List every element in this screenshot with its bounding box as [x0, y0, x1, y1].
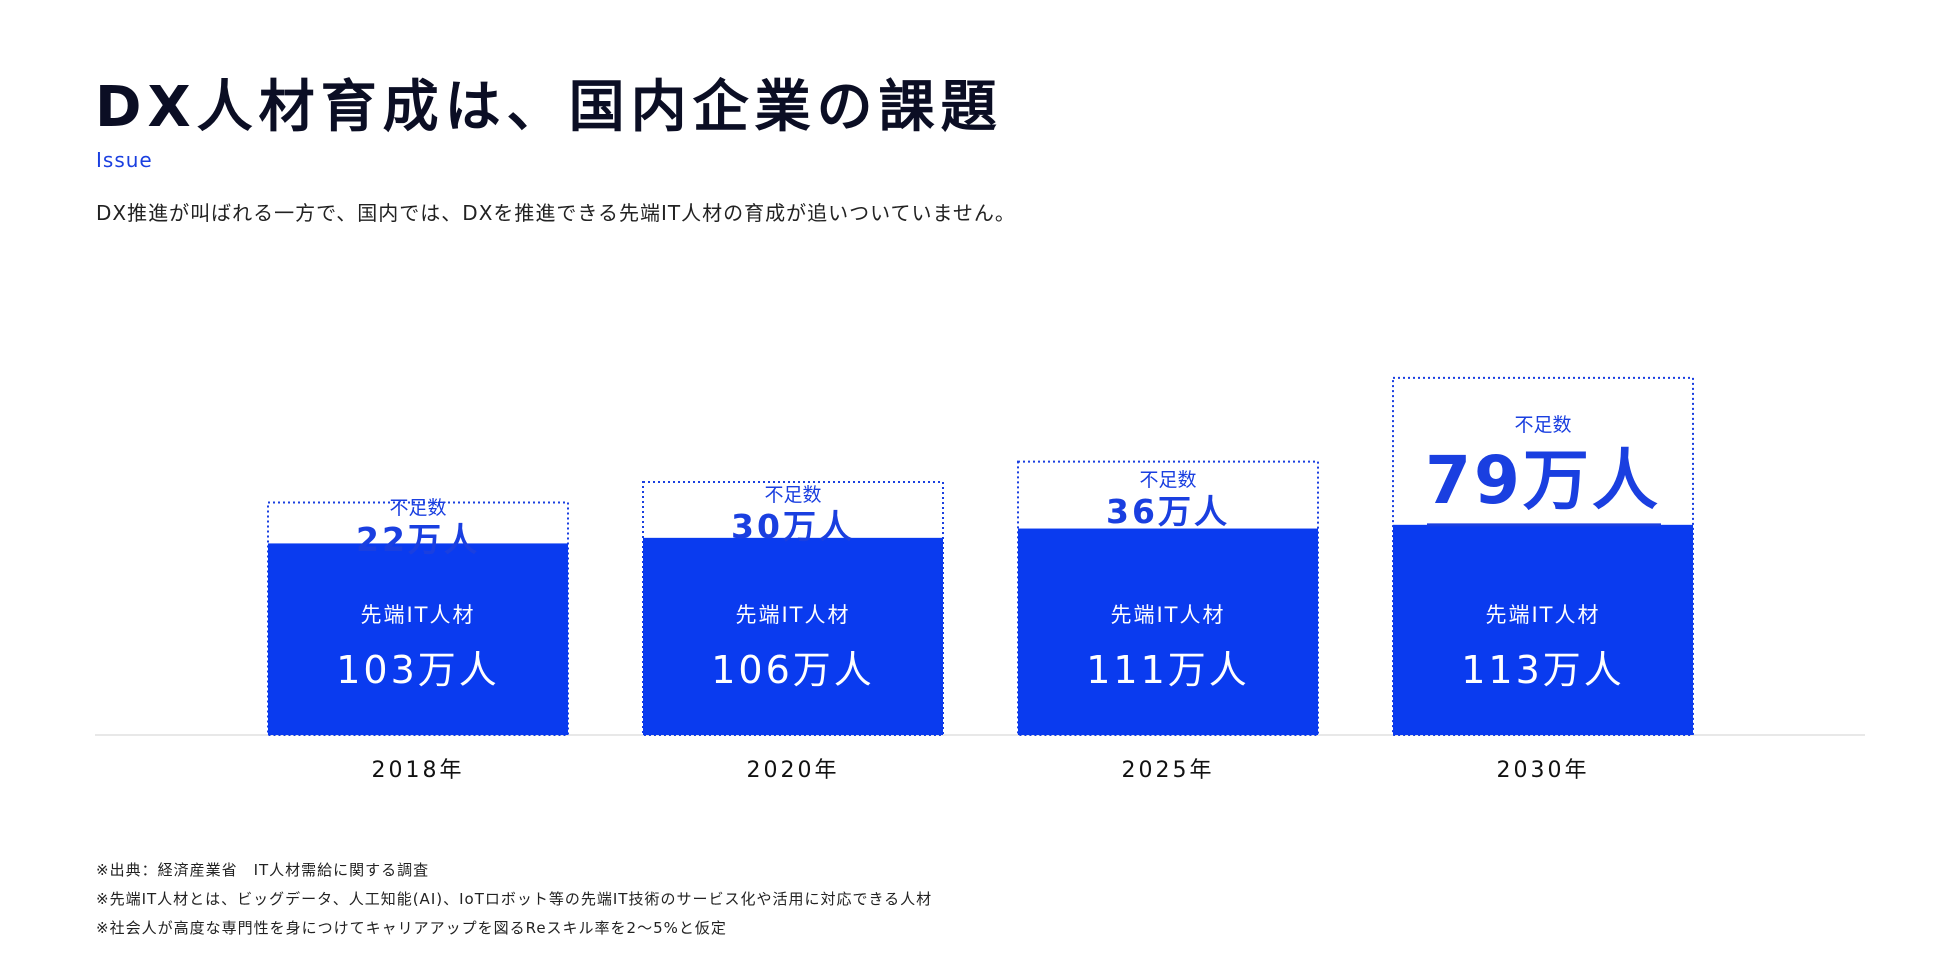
shortage-label-1: 不足数	[389, 497, 446, 519]
shortage-value-3: 36万人	[1106, 492, 1230, 531]
x-tick-label-1: 2018年	[372, 758, 465, 783]
shortage-value-2: 30万人	[731, 507, 855, 546]
talent-label-2: 先端IT人材	[735, 603, 850, 627]
footnote-definition: ※先端IT人材とは、ビッグデータ、人工知能(AI)、IoTロボット等の先端IT技…	[96, 890, 933, 908]
x-tick-label-2: 2020年	[747, 758, 840, 783]
talent-label-4: 先端IT人材	[1485, 603, 1600, 627]
talent-value-4: 113万人	[1461, 648, 1625, 692]
footnote-source: ※出典：経済産業省 IT人材需給に関する調査	[96, 861, 430, 879]
lead-text: DX推進が叫ばれる一方で、国内では、DXを推進できる先端IT人材の育成が追いつい…	[96, 201, 1016, 225]
shortage-label-3: 不足数	[1139, 469, 1196, 491]
talent-value-1: 103万人	[336, 648, 500, 692]
shortage-value-4: 79万人	[1425, 442, 1661, 519]
bar-talent-segment-2	[643, 537, 943, 735]
shortage-label-4: 不足数	[1514, 414, 1571, 436]
talent-label-1: 先端IT人材	[360, 603, 475, 627]
footnote-assumption: ※社会人が高度な専門性を身につけてキャリアアップを図るReスキル率を2〜5%と仮…	[96, 919, 727, 937]
bar-talent-segment-1	[268, 543, 568, 735]
section-label: Issue	[96, 148, 153, 172]
footnotes: ※出典：経済産業省 IT人材需給に関する調査 ※先端IT人材とは、ビッグデータ、…	[96, 856, 932, 943]
talent-label-3: 先端IT人材	[1110, 603, 1225, 627]
talent-value-3: 111万人	[1086, 648, 1250, 692]
x-tick-label-3: 2025年	[1122, 758, 1215, 783]
shortage-label-2: 不足数	[764, 484, 821, 506]
page-title: DX人材育成は、国内企業の課題	[95, 75, 1003, 140]
talent-value-2: 106万人	[711, 648, 875, 692]
bar-talent-segment-4	[1393, 524, 1693, 735]
shortage-value-1: 22万人	[356, 520, 480, 559]
x-tick-label-4: 2030年	[1497, 758, 1590, 783]
bar-talent-segment-3	[1018, 528, 1318, 735]
stacked-bar-chart: 不足数22万人先端IT人材103万人2018年不足数30万人先端IT人材106万…	[95, 376, 1865, 783]
